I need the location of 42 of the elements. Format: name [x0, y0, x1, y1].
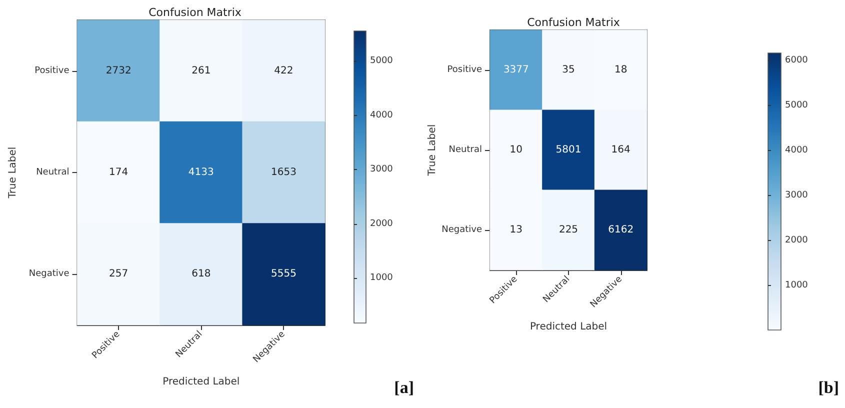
data-label: 261	[192, 65, 211, 76]
data-label: 257	[109, 268, 128, 280]
text: [b]	[818, 378, 840, 397]
color-bar-label: 4000	[370, 110, 394, 120]
data-label: 618	[192, 268, 211, 280]
data-label: 13	[510, 224, 523, 236]
color-bar-label: 2000	[370, 218, 394, 229]
color-bar-label: 4000	[785, 145, 808, 156]
data-label: 422	[274, 65, 294, 76]
color-bar-label: 6000	[785, 55, 808, 66]
y-tick-label: Positive	[34, 66, 70, 76]
color-bar-label: 5000	[785, 100, 808, 110]
color-bar-label: 3000	[785, 190, 808, 200]
text: [a]	[394, 378, 414, 397]
y-tick-label: Neutral	[36, 168, 70, 178]
color-bar-label: 1000	[370, 273, 394, 284]
data-label: 6162	[608, 224, 634, 236]
x-axis-title: Predicted Label	[162, 376, 240, 388]
color-bar-label: 5000	[370, 56, 394, 66]
color-bar-label: 1000	[785, 280, 808, 290]
y-tick-label: Negative	[442, 225, 482, 235]
data-label: 18	[614, 64, 628, 76]
y-tick-label: Neutral	[448, 145, 482, 155]
data-label: 5555	[270, 268, 296, 280]
color-bar-label: 3000	[370, 164, 394, 175]
chart-title: Confusion Matrix	[148, 6, 242, 19]
data-label: 1653	[270, 167, 296, 178]
data-label: 2732	[106, 65, 132, 76]
y-axis-title: True Label	[427, 124, 438, 177]
y-axis-title: True Label	[8, 146, 18, 200]
color-bar-label: 2000	[785, 235, 808, 246]
data-label: 10	[510, 144, 523, 156]
data-label: 225	[558, 224, 578, 236]
chart-title: Confusion Matrix	[527, 16, 620, 29]
data-label: 35	[562, 64, 575, 76]
x-axis-title: Predicted Label	[530, 322, 608, 332]
data-label: 164	[611, 144, 630, 156]
data-label: 3377	[503, 64, 529, 76]
data-label: 5801	[556, 144, 582, 156]
data-label: 4133	[188, 167, 214, 178]
data-label: 174	[109, 167, 128, 178]
y-tick-label: Positive	[447, 65, 482, 75]
